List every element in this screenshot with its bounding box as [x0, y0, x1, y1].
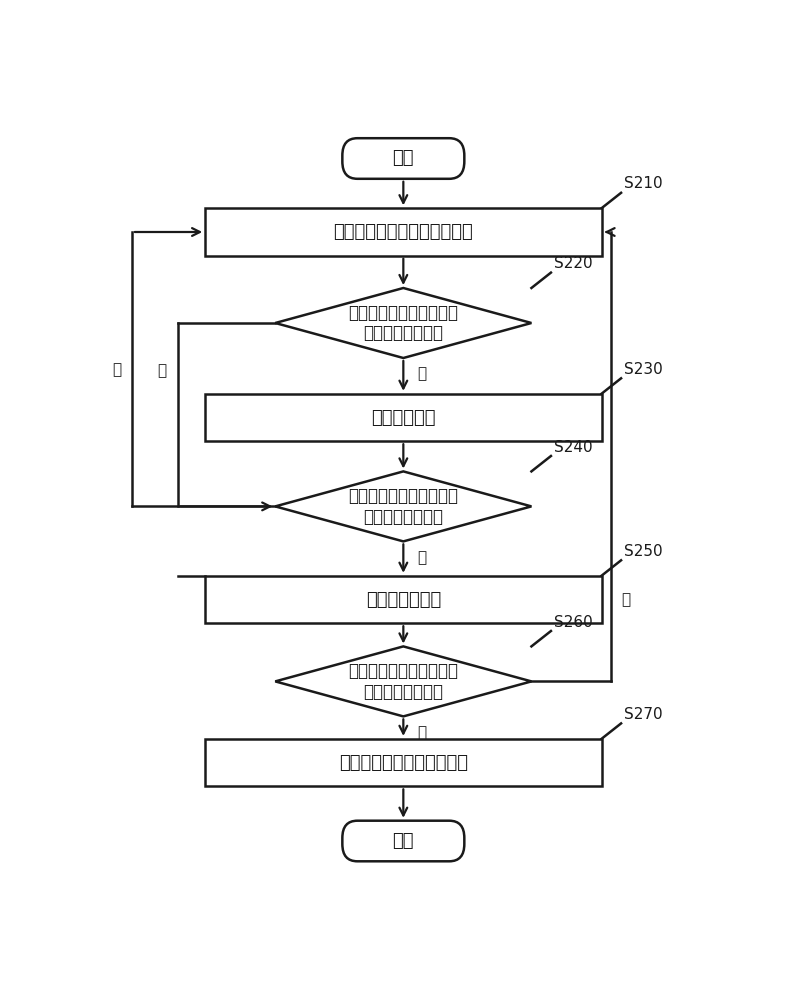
Polygon shape: [275, 471, 531, 541]
Bar: [205, 208, 601, 256]
Polygon shape: [275, 288, 531, 358]
FancyBboxPatch shape: [342, 821, 464, 861]
Text: S240: S240: [554, 440, 593, 455]
Text: S250: S250: [624, 544, 663, 559]
Text: 否: 否: [112, 362, 121, 377]
Text: 否: 否: [622, 592, 631, 607]
Text: 接收文件信息: 接收文件信息: [371, 408, 435, 426]
Text: S260: S260: [554, 615, 593, 630]
Bar: [205, 739, 601, 786]
Text: 判断接收到的传输标志是
否为开始传输标志: 判断接收到的传输标志是 否为开始传输标志: [349, 304, 458, 342]
Text: S270: S270: [624, 707, 663, 722]
Polygon shape: [275, 646, 531, 716]
Text: S220: S220: [554, 256, 593, 271]
Text: 判断接收到的传输标志是
否为结束传输标志: 判断接收到的传输标志是 否为结束传输标志: [349, 662, 458, 701]
Text: 接收发送终端发送的传输标志: 接收发送终端发送的传输标志: [334, 223, 473, 241]
Text: 开始: 开始: [393, 149, 414, 167]
Text: S230: S230: [624, 362, 663, 377]
Text: 是: 是: [417, 725, 426, 740]
Text: 判断接收到的传输标志是
否为文件传输标志: 判断接收到的传输标志是 否为文件传输标志: [349, 487, 458, 526]
Text: 结束: 结束: [393, 832, 414, 850]
Text: 接收待传输文件: 接收待传输文件: [366, 590, 441, 608]
Bar: [205, 576, 601, 623]
Text: 结束对该待传输文件的接收: 结束对该待传输文件的接收: [339, 754, 467, 772]
Bar: [205, 394, 601, 441]
Text: 是: 是: [417, 366, 426, 381]
FancyBboxPatch shape: [342, 138, 464, 179]
Text: 否: 否: [157, 363, 167, 378]
Text: S210: S210: [624, 176, 663, 191]
Text: 是: 是: [417, 550, 426, 565]
